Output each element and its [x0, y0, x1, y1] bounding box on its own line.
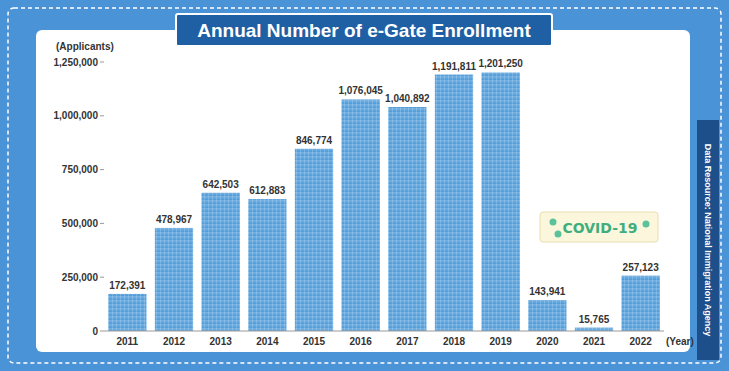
- background: [0, 0, 729, 371]
- x-tick-label: 2014: [256, 336, 279, 347]
- y-tick: [100, 223, 104, 224]
- bar: [202, 193, 240, 331]
- bar: [575, 328, 613, 331]
- x-tick-label: 2020: [536, 336, 559, 347]
- data-label: 15,765: [579, 314, 610, 325]
- bar: [388, 107, 426, 331]
- y-tick-label: 0: [92, 326, 98, 337]
- title: Annual Number of e-Gate Enrollment: [197, 20, 531, 41]
- bar: [155, 228, 193, 331]
- x-tick-label: 2015: [303, 336, 326, 347]
- y-tick-label: 1,250,000: [54, 57, 99, 68]
- data-label: 257,123: [623, 262, 660, 273]
- x-tick-label: 2012: [163, 336, 186, 347]
- virus-icon: [550, 219, 557, 226]
- data-label: 1,201,250: [478, 58, 523, 69]
- y-tick: [100, 331, 104, 332]
- data-label: 1,076,045: [338, 85, 383, 96]
- x-tick-label: 2011: [116, 336, 138, 347]
- bar: [482, 72, 520, 331]
- x-tick-label: 2022: [630, 336, 653, 347]
- data-label: 642,503: [203, 179, 240, 190]
- source-box: [697, 120, 719, 360]
- source: Data Resource: National Immigration Agen…: [703, 144, 713, 337]
- annotation-box: [540, 212, 658, 242]
- bar: [108, 294, 146, 331]
- x-tick-label: 2021: [583, 336, 606, 347]
- x-tick-label: 2019: [490, 336, 513, 347]
- annotation: COVID-19: [562, 220, 637, 236]
- chart: 0 250,000 500,000 750,000 1,000,000 1,250,000…: [0, 0, 729, 371]
- data-label: 1,040,892: [385, 93, 430, 104]
- bar: [528, 300, 566, 331]
- dashed-border: [8, 8, 721, 363]
- x-axis-line: [104, 331, 664, 332]
- y-tick-label: 500,000: [62, 218, 99, 229]
- x-tick-label: 2016: [350, 336, 373, 347]
- virus-icon: [643, 221, 650, 228]
- x-axis-label: (Year): [666, 336, 694, 347]
- y-tick: [100, 62, 104, 63]
- data-label: 172,391: [109, 280, 146, 291]
- data-label: 1,191,811: [432, 61, 476, 72]
- bar: [435, 75, 473, 331]
- x-tick-label: 2013: [210, 336, 233, 347]
- x-tick-label: 2018: [443, 336, 466, 347]
- x-tick-label: 2017: [396, 336, 419, 347]
- y-tick-label: 250,000: [62, 272, 99, 283]
- data-label: 846,774: [296, 135, 333, 146]
- virus-icon: [555, 231, 562, 238]
- bars: [108, 72, 660, 331]
- data-label: 478,967: [156, 214, 193, 225]
- bar: [248, 199, 286, 331]
- y-tick: [100, 115, 104, 116]
- y-tick-label: 1,000,000: [54, 110, 99, 121]
- y-tick: [100, 169, 104, 170]
- y-axis-label: (Applicants): [56, 41, 114, 52]
- title-banner: [176, 14, 552, 46]
- plot-panel: [36, 30, 690, 352]
- y-tick: [100, 277, 104, 278]
- bar: [342, 99, 380, 331]
- bar: [295, 149, 333, 331]
- data-label: 143,941: [529, 286, 566, 297]
- bar: [622, 276, 660, 331]
- data-label: 612,883: [249, 185, 286, 196]
- y-tick-label: 750,000: [62, 164, 99, 175]
